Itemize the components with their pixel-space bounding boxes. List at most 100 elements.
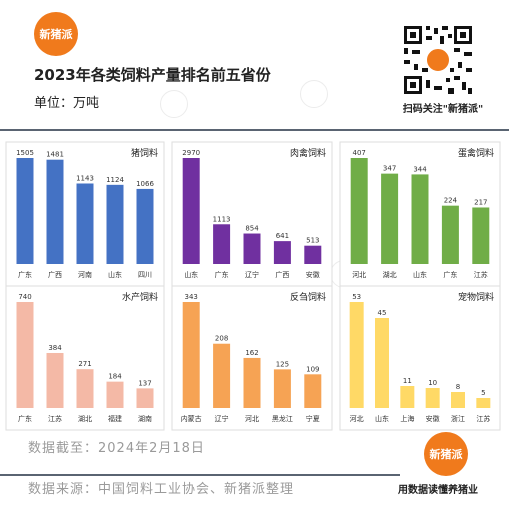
chart-panel xyxy=(339,285,501,431)
chart-title: 水产饲料 xyxy=(122,291,158,303)
data-label: 5 xyxy=(481,389,485,397)
bar xyxy=(16,158,34,264)
x-tick-label: 山东 xyxy=(413,270,427,279)
brand-logo-bottom: 新猪派 xyxy=(424,432,468,476)
data-label: 344 xyxy=(413,165,427,173)
data-label: 271 xyxy=(78,360,91,368)
data-label: 1113 xyxy=(213,215,231,223)
data-label: 1143 xyxy=(76,174,94,182)
page-title: 2023年各类饲料产量排名前五省份 xyxy=(34,66,271,84)
data-label: 740 xyxy=(18,293,31,301)
x-tick-label: 山东 xyxy=(108,270,122,279)
data-label: 2970 xyxy=(182,149,200,157)
qr-caption: 扫码关注"新猪派" xyxy=(402,104,484,115)
data-label: 10 xyxy=(428,379,437,387)
data-label: 162 xyxy=(245,349,258,357)
x-tick-label: 湖北 xyxy=(383,270,397,279)
bar xyxy=(304,374,322,408)
x-tick-label: 辽宁 xyxy=(215,414,229,423)
watermark-icon xyxy=(300,80,328,108)
bar xyxy=(375,318,389,408)
brand-logo: 新猪派 xyxy=(34,12,78,56)
unit-label: 单位：万吨 xyxy=(34,96,100,111)
data-label: 53 xyxy=(352,293,361,301)
slogan: 用数据读懂养猪业 xyxy=(398,485,478,496)
bar xyxy=(472,207,490,264)
bar xyxy=(273,241,291,264)
data-label: 8 xyxy=(456,383,460,391)
x-tick-label: 江苏 xyxy=(48,414,62,423)
x-tick-label: 山东 xyxy=(184,270,198,279)
bar xyxy=(16,302,34,408)
data-label: 1505 xyxy=(16,149,34,157)
x-tick-label: 安徽 xyxy=(426,414,440,423)
data-label: 384 xyxy=(48,344,62,352)
data-label: 1124 xyxy=(106,176,124,184)
bar xyxy=(441,205,459,264)
chart-title: 肉禽饲料 xyxy=(290,147,326,159)
bar xyxy=(46,352,64,408)
data-label: 208 xyxy=(215,335,228,343)
x-tick-label: 湖南 xyxy=(138,414,152,423)
bar xyxy=(400,386,415,408)
bar xyxy=(350,158,368,264)
data-cutoff-date: 数据截至：2024年2月18日 xyxy=(28,441,205,456)
bar xyxy=(136,388,154,408)
data-label: 407 xyxy=(353,149,366,157)
bar xyxy=(381,173,399,264)
bar xyxy=(349,302,364,408)
x-tick-label: 安徽 xyxy=(306,270,320,279)
x-tick-label: 辽宁 xyxy=(245,270,259,279)
data-label: 1481 xyxy=(46,151,64,159)
bar xyxy=(136,188,154,264)
bar xyxy=(76,183,94,264)
x-tick-label: 山东 xyxy=(375,414,389,423)
x-tick-label: 广东 xyxy=(18,414,32,423)
data-label: 347 xyxy=(383,165,396,173)
bar xyxy=(451,392,465,408)
x-tick-label: 河北 xyxy=(245,415,259,423)
x-tick-label: 广东 xyxy=(443,270,457,279)
bar xyxy=(182,158,200,264)
bar xyxy=(106,184,124,264)
qr-code-icon[interactable] xyxy=(402,24,474,96)
x-tick-label: 宁夏 xyxy=(306,414,320,423)
x-tick-label: 广西 xyxy=(275,270,289,279)
x-tick-label: 河南 xyxy=(78,270,92,279)
data-label: 45 xyxy=(378,309,387,317)
x-tick-label: 江苏 xyxy=(476,414,490,423)
x-tick-label: 湖北 xyxy=(78,414,92,423)
bar xyxy=(213,343,231,408)
data-label: 1066 xyxy=(136,180,154,188)
x-tick-label: 福建 xyxy=(108,414,122,423)
data-label: 137 xyxy=(138,379,151,387)
chart-title: 猪饲料 xyxy=(131,147,158,159)
data-label: 854 xyxy=(245,225,259,233)
bar xyxy=(243,357,261,408)
bar xyxy=(213,224,231,264)
x-tick-label: 广东 xyxy=(215,270,229,279)
top-divider xyxy=(0,129,509,131)
x-tick-label: 河北 xyxy=(352,271,366,279)
chart-title: 宠物饲料 xyxy=(458,291,494,303)
bar xyxy=(46,159,64,264)
data-label: 224 xyxy=(444,197,458,205)
data-label: 109 xyxy=(306,365,319,373)
x-tick-label: 河北 xyxy=(350,415,364,423)
bar xyxy=(76,369,94,408)
data-source: 数据来源：中国饲料工业协会、新猪派整理 xyxy=(28,482,295,497)
chart-title: 蛋禽饲料 xyxy=(458,147,494,159)
x-tick-label: 浙江 xyxy=(451,414,465,423)
data-label: 343 xyxy=(185,293,198,301)
chart-title: 反刍饲料 xyxy=(290,291,326,303)
data-label: 217 xyxy=(474,198,487,206)
data-label: 11 xyxy=(403,377,412,385)
x-tick-label: 黑龙江 xyxy=(272,414,293,423)
watermark-icon xyxy=(160,90,188,118)
bar xyxy=(476,398,491,408)
x-tick-label: 上海 xyxy=(400,414,414,423)
data-label: 125 xyxy=(276,360,289,368)
x-tick-label: 广东 xyxy=(18,270,32,279)
bar xyxy=(411,174,429,264)
